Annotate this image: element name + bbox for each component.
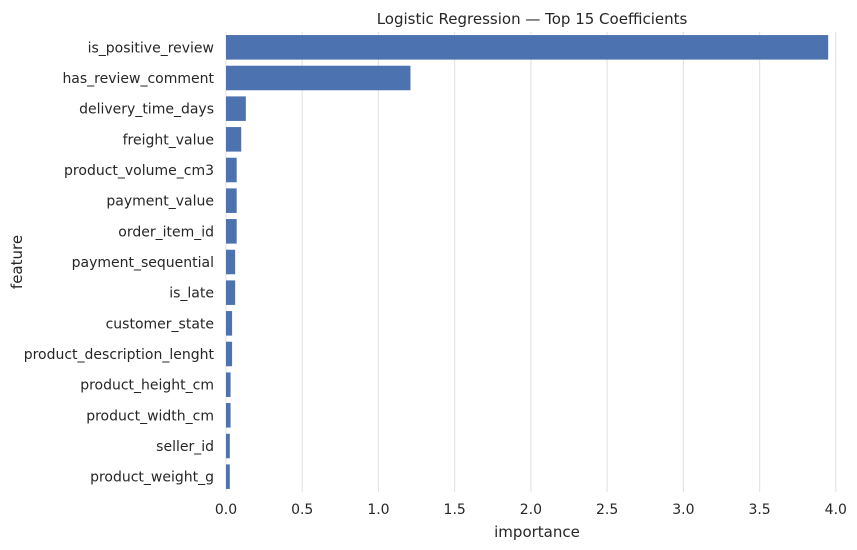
- x-tick-label: 0.0: [215, 502, 237, 518]
- x-tick-label: 2.0: [520, 502, 542, 518]
- x-tick-label: 3.0: [672, 502, 694, 518]
- bar-customer-state: [226, 311, 233, 336]
- y-tick-label: freight_value: [123, 132, 214, 148]
- bar-has-review-comment: [226, 65, 411, 91]
- y-tick-label: delivery_time_days: [79, 102, 214, 118]
- x-tick-label: 4.0: [825, 502, 847, 518]
- x-axis-title: importance: [494, 523, 580, 541]
- bar-freight-value: [226, 127, 242, 152]
- bar-order-item-id: [226, 219, 237, 244]
- x-tick-label: 3.5: [748, 502, 770, 518]
- y-tick-label: product_weight_g: [90, 470, 214, 486]
- bar-product-weight-g: [226, 464, 230, 489]
- y-tick-label: customer_state: [106, 316, 214, 332]
- x-tick-labels: 0.0 0.5 1.0 1.5 2.0 2.5 3.0 3.5 4.0: [215, 502, 847, 518]
- y-tick-label: order_item_id: [118, 224, 214, 240]
- y-tick-label: payment_sequential: [72, 255, 214, 271]
- x-tick-label: 2.5: [596, 502, 618, 518]
- bar-delivery-time-days: [226, 96, 246, 121]
- bar-payment-value: [226, 188, 237, 213]
- x-tick-label: 1.5: [444, 502, 466, 518]
- y-axis-title: feature: [8, 235, 26, 289]
- y-tick-label: product_height_cm: [80, 378, 214, 394]
- bar-payment-sequential: [226, 249, 236, 275]
- x-tick-label: 1.0: [367, 502, 389, 518]
- y-tick-labels: is_positive_review has_review_commentdeli…: [24, 40, 215, 485]
- bar-product-volume-cm3: [226, 157, 237, 183]
- y-tick-label: product_description_lenght: [24, 347, 215, 363]
- bar-seller-id: [226, 433, 230, 459]
- y-tick-label: has_review_comment: [62, 71, 214, 87]
- bar-is-positive-review: [226, 35, 829, 60]
- y-tick-label: product_width_cm: [86, 408, 214, 424]
- y-tick-label: product_volume_cm3: [64, 163, 214, 179]
- y-tick-label: is_late: [169, 286, 214, 302]
- y-tick-label: seller_id: [156, 439, 214, 455]
- bar-product-description-lenght: [226, 341, 233, 367]
- bar-is-late: [226, 280, 236, 305]
- y-tick-label: payment_value: [106, 194, 214, 210]
- x-tick-label: 0.5: [291, 502, 313, 518]
- bar-product-height-cm: [226, 372, 231, 397]
- y-tick-label: is_positive_review: [88, 40, 214, 56]
- bar-product-width-cm: [226, 403, 231, 428]
- chart-title: Logistic Regression — Top 15 Coefficient…: [377, 10, 688, 28]
- bar-layer: [226, 35, 829, 489]
